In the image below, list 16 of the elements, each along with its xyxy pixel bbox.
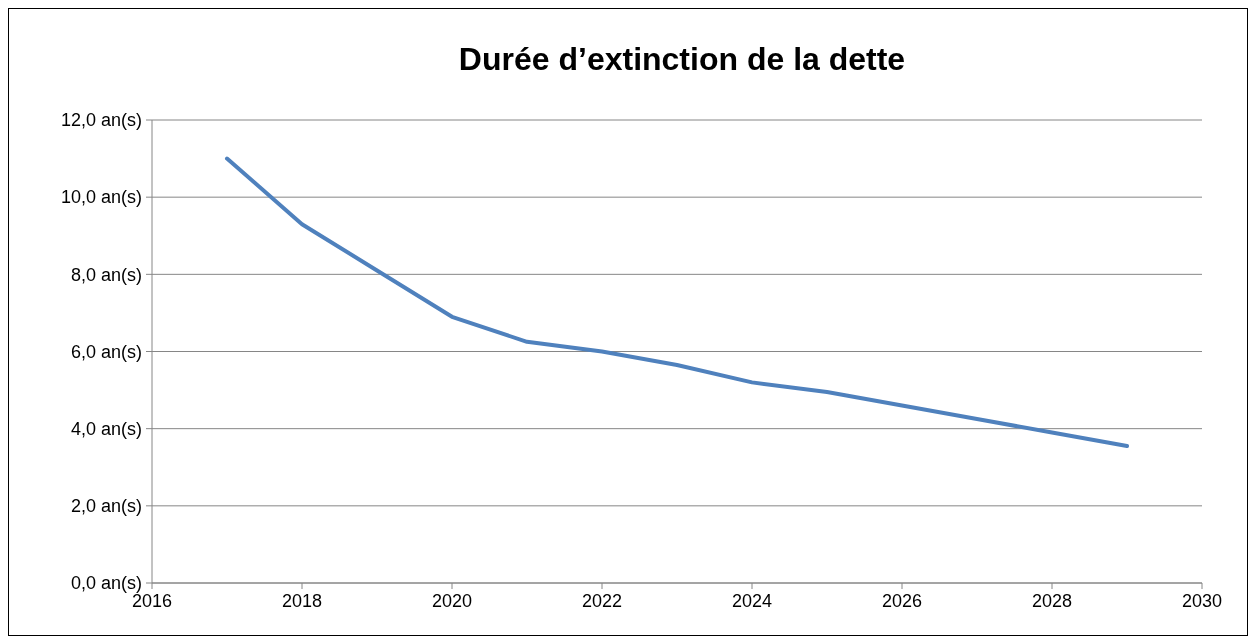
x-tick-label: 2018 bbox=[281, 591, 323, 611]
y-tick-label: 12,0 an(s) bbox=[60, 110, 142, 131]
chart-title: Durée d’extinction de la dette bbox=[458, 41, 906, 77]
y-tick-label: 2,0 an(s) bbox=[70, 496, 142, 517]
y-tick-label: 10,0 an(s) bbox=[60, 187, 142, 208]
y-tick-label: 6,0 an(s) bbox=[70, 341, 142, 362]
y-tick-label: 4,0 an(s) bbox=[70, 418, 142, 439]
y-tick-label: 0,0 an(s) bbox=[70, 573, 142, 594]
x-tick-label: 2030 bbox=[1181, 591, 1223, 611]
x-tick-label: 2028 bbox=[1031, 591, 1073, 611]
x-tick-label: 2026 bbox=[881, 591, 923, 611]
line-series bbox=[225, 156, 1129, 449]
x-tick-label: 2022 bbox=[581, 591, 623, 611]
x-tick-label: 2020 bbox=[431, 591, 473, 611]
x-tick-label: 2024 bbox=[731, 591, 773, 611]
y-tick-label: 8,0 an(s) bbox=[70, 264, 142, 285]
